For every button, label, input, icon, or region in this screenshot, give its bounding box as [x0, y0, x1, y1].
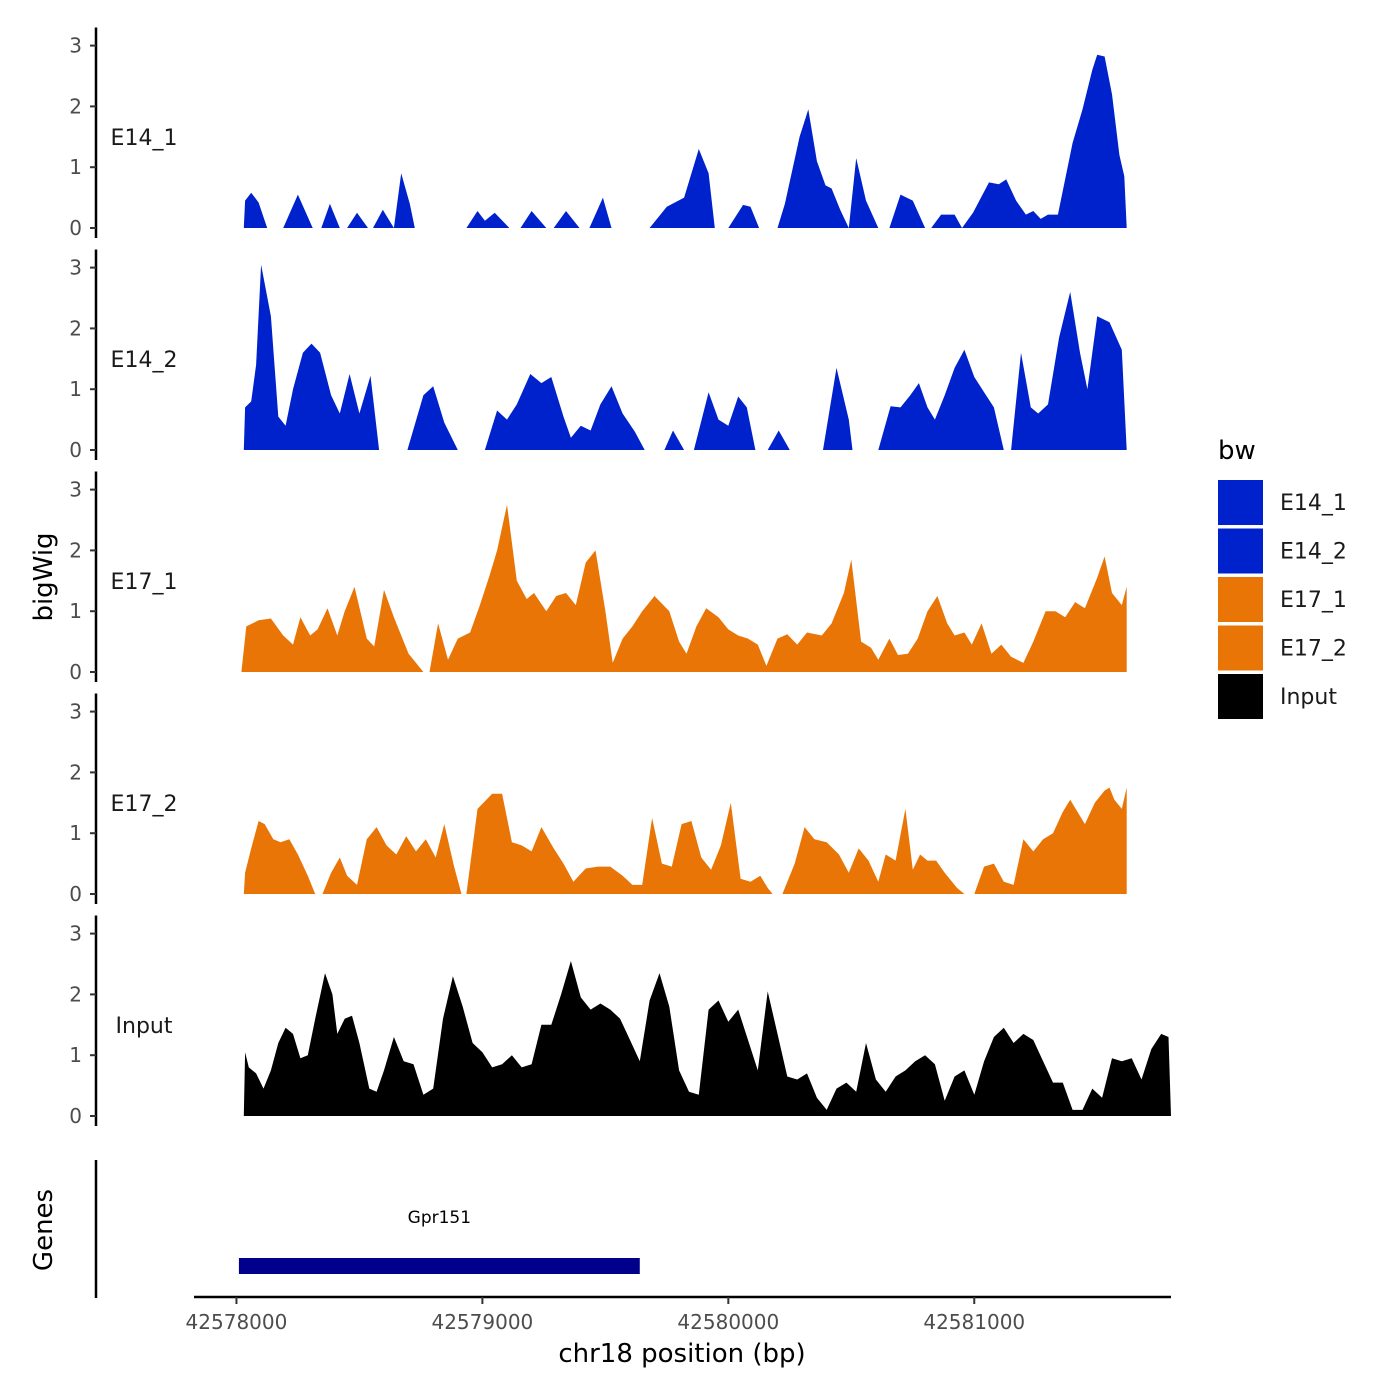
legend: bw E14_1 E14_2 E17_1 E17_2 Input [1218, 436, 1347, 719]
y-tick-label: 2 [69, 94, 82, 118]
track-E14_1: 0 1 2 3 E14_1 [69, 27, 1127, 240]
y-tick-label: 2 [69, 982, 82, 1006]
y-tick-label: 1 [69, 1043, 82, 1067]
track-label-E17_1: E17_1 [111, 570, 178, 595]
genes-axis-title: Genes [29, 1189, 59, 1271]
y-tick-label: 1 [69, 821, 82, 845]
track-Input: 0 1 2 3 Input [69, 915, 1172, 1128]
y-tick-label: 1 [69, 377, 82, 401]
genes-panel: Gpr151 [94, 1160, 640, 1298]
y-tick-label: 0 [69, 438, 82, 462]
legend-label-E14_1: E14_1 [1280, 491, 1347, 516]
y-tick-label: 1 [69, 599, 82, 623]
area-E17_2 [243, 787, 1127, 894]
y-tick-label: 2 [69, 760, 82, 784]
track-E17_2: 0 1 2 3 E17_2 [69, 693, 1127, 906]
legend-label-Input: Input [1280, 685, 1337, 710]
track-label-E14_2: E14_2 [111, 348, 178, 373]
area-E14_2 [243, 264, 1127, 450]
track-label-E14_1: E14_1 [111, 126, 178, 151]
y-tick-label: 0 [69, 1104, 82, 1128]
y-tick-label: 0 [69, 216, 82, 240]
x-tick-label: 42578000 [186, 1310, 288, 1334]
y-axis-title: bigWig [29, 532, 59, 621]
y-tick-label: 0 [69, 660, 82, 684]
y-tick-label: 3 [69, 34, 82, 58]
y-tick-label: 2 [69, 316, 82, 340]
x-axis-title: chr18 position (bp) [558, 1339, 805, 1369]
y-tick-label: 2 [69, 538, 82, 562]
legend-swatch-E14_1 [1218, 480, 1263, 525]
legend-swatch-Input [1218, 674, 1263, 719]
y-tick-label: 1 [69, 155, 82, 179]
gene-label-Gpr151: Gpr151 [408, 1208, 471, 1228]
area-Input [243, 961, 1172, 1116]
track-label-Input: Input [116, 1014, 173, 1039]
x-axis: 42578000 42579000 42580000 42581000 [186, 1295, 1171, 1334]
x-tick-label: 42579000 [431, 1310, 533, 1334]
y-tick-label: 3 [69, 700, 82, 724]
legend-label-E14_2: E14_2 [1280, 540, 1347, 565]
x-tick-label: 42581000 [923, 1310, 1025, 1334]
gene-Gpr151 [238, 1258, 640, 1274]
x-tick-label: 42580000 [677, 1310, 779, 1334]
y-tick-label: 3 [69, 256, 82, 280]
track-label-E17_2: E17_2 [111, 792, 178, 817]
track-E14_2: 0 1 2 3 E14_2 [69, 249, 1127, 462]
y-tick-label: 3 [69, 478, 82, 502]
legend-title: bw [1218, 436, 1256, 466]
legend-swatch-E17_1 [1218, 577, 1263, 622]
legend-label-E17_2: E17_2 [1280, 637, 1347, 662]
legend-label-E17_1: E17_1 [1280, 588, 1347, 613]
legend-swatch-E17_2 [1218, 625, 1263, 671]
y-tick-label: 0 [69, 882, 82, 906]
y-tick-label: 3 [69, 922, 82, 946]
area-E17_1 [241, 504, 1127, 672]
signal-tracks: 0 1 2 3 E14_1 0 1 2 3 E14_2 0 1 2 3 E17_1 0 1 2 3 E17_2 0 1 2 3… [69, 27, 1172, 1128]
area-E14_1 [243, 54, 1127, 229]
track-E17_1: 0 1 2 3 E17_1 [69, 471, 1127, 684]
legend-swatch-E14_2 [1218, 528, 1263, 574]
